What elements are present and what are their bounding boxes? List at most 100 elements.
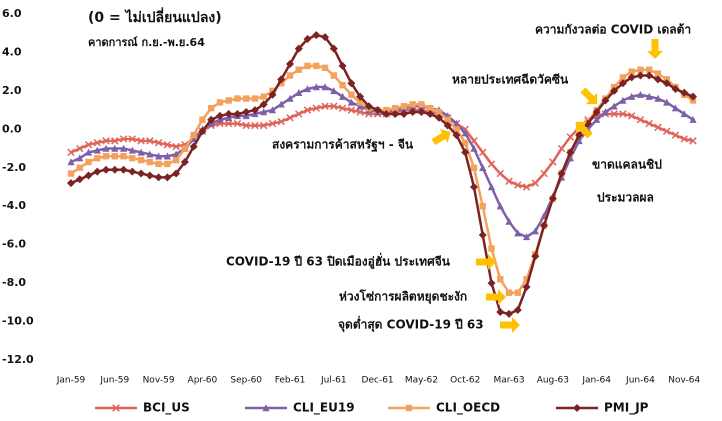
marker xyxy=(119,135,128,143)
marker xyxy=(671,84,680,93)
marker xyxy=(233,109,242,118)
arrow xyxy=(486,289,506,305)
marker xyxy=(172,142,180,151)
y-tick-label: -4.0 xyxy=(2,199,26,212)
marker xyxy=(444,116,451,123)
marker xyxy=(155,152,163,160)
marker xyxy=(399,109,408,118)
x-tick-label: Mar-63 xyxy=(493,376,524,386)
marker xyxy=(84,140,93,149)
marker xyxy=(268,106,277,114)
marker xyxy=(137,137,145,145)
marker xyxy=(189,142,198,151)
marker xyxy=(654,94,662,102)
marker xyxy=(575,137,583,145)
marker xyxy=(461,148,470,157)
marker xyxy=(540,169,548,178)
marker xyxy=(172,156,180,164)
marker xyxy=(636,90,645,98)
marker xyxy=(400,103,408,110)
marker xyxy=(85,158,92,166)
marker xyxy=(180,158,189,167)
marker xyxy=(645,119,653,128)
marker xyxy=(583,119,592,128)
marker xyxy=(207,115,216,124)
marker xyxy=(330,87,338,95)
y-tick-label: -10.0 xyxy=(2,315,34,328)
marker xyxy=(76,144,84,153)
marker xyxy=(636,115,645,124)
marker xyxy=(93,167,102,176)
marker xyxy=(224,109,233,118)
marker xyxy=(262,404,270,412)
marker xyxy=(479,148,487,157)
marker xyxy=(619,74,627,81)
marker xyxy=(251,121,259,130)
marker xyxy=(347,106,356,114)
marker xyxy=(689,115,697,123)
marker xyxy=(628,92,636,100)
marker xyxy=(453,126,460,133)
marker xyxy=(619,96,627,104)
marker xyxy=(128,146,136,154)
annotation: (0 = ไม่เปลี่ยนแปลง) xyxy=(88,7,222,26)
marker xyxy=(523,276,530,283)
marker xyxy=(146,137,154,145)
marker xyxy=(531,227,539,235)
marker xyxy=(102,153,110,160)
marker xyxy=(496,202,504,210)
marker xyxy=(312,83,320,91)
marker xyxy=(356,108,364,116)
marker xyxy=(347,79,356,88)
x-tick-label: Feb-61 xyxy=(275,376,306,386)
marker xyxy=(128,167,137,176)
marker xyxy=(610,86,619,95)
marker xyxy=(531,252,540,261)
marker xyxy=(250,106,259,115)
marker xyxy=(129,154,136,162)
x-tick-label: Aug-63 xyxy=(537,376,569,386)
marker xyxy=(154,173,163,182)
marker xyxy=(593,115,601,123)
marker xyxy=(627,112,636,120)
legend-label: PMI_JP xyxy=(604,401,649,416)
marker xyxy=(277,100,285,108)
marker xyxy=(557,169,566,178)
marker xyxy=(304,62,311,70)
marker xyxy=(478,231,487,240)
marker xyxy=(67,179,75,188)
marker xyxy=(321,102,329,110)
marker xyxy=(259,100,268,109)
marker xyxy=(339,81,346,89)
marker xyxy=(198,127,207,136)
marker xyxy=(487,183,496,191)
marker xyxy=(338,104,347,112)
marker xyxy=(84,171,93,180)
series-line xyxy=(70,33,694,316)
marker xyxy=(356,92,365,101)
y-tick-label: -12.0 xyxy=(2,353,34,366)
annotation: ประมวลผล xyxy=(597,191,654,205)
marker xyxy=(110,165,119,174)
x-tick-label: Nov-59 xyxy=(143,376,175,386)
marker xyxy=(566,148,575,157)
legend-label: BCI_US xyxy=(143,401,190,416)
marker xyxy=(654,123,662,132)
marker xyxy=(405,404,413,412)
marker xyxy=(470,144,478,152)
series xyxy=(67,31,697,318)
legend-label: CLI_EU19 xyxy=(293,401,355,416)
marker xyxy=(671,131,680,139)
x-tick-label: Jun-59 xyxy=(99,376,129,386)
marker xyxy=(654,70,662,77)
marker xyxy=(356,102,364,110)
marker xyxy=(163,173,172,182)
marker xyxy=(190,131,197,139)
marker xyxy=(662,127,671,135)
marker xyxy=(119,144,128,152)
marker xyxy=(618,79,627,88)
marker xyxy=(102,144,110,152)
marker xyxy=(637,66,644,73)
marker xyxy=(216,99,224,106)
marker xyxy=(662,79,671,88)
